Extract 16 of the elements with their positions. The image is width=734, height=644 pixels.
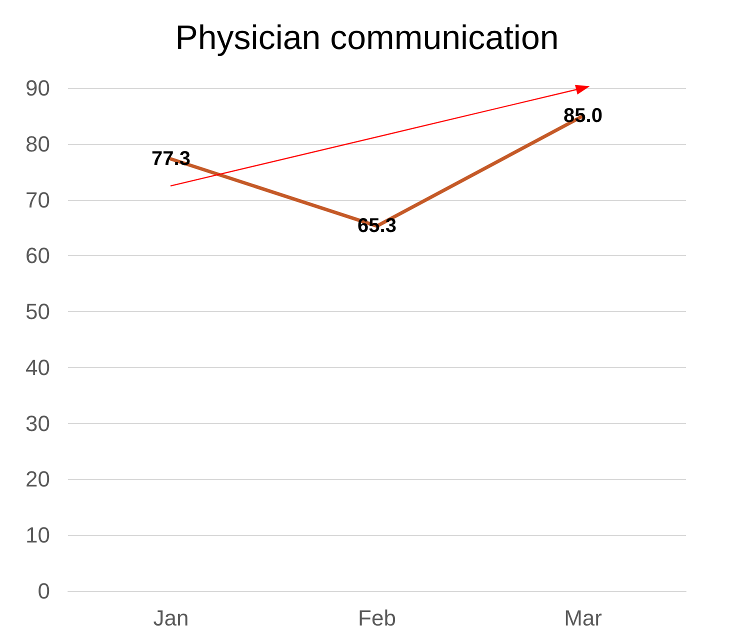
y-tick-label: 30 xyxy=(26,410,50,436)
chart-title: Physician communication xyxy=(175,19,559,57)
x-tick-label: Jan xyxy=(153,606,189,630)
y-tick-label: 0 xyxy=(38,578,50,604)
data-label: 77.3 xyxy=(152,148,190,170)
y-tick-label: 20 xyxy=(26,466,50,492)
y-tick-label: 90 xyxy=(26,76,50,100)
y-tick-label: 80 xyxy=(26,131,50,156)
y-tick-label: 60 xyxy=(26,243,50,268)
x-tick-label: Mar xyxy=(564,606,602,630)
x-tick-label: Feb xyxy=(358,606,396,630)
y-tick-label: 50 xyxy=(26,299,50,324)
data-label: 85.0 xyxy=(564,104,602,127)
y-tick-label: 40 xyxy=(26,354,50,380)
y-tick-label: 70 xyxy=(26,187,50,212)
y-tick-label: 10 xyxy=(26,522,50,548)
